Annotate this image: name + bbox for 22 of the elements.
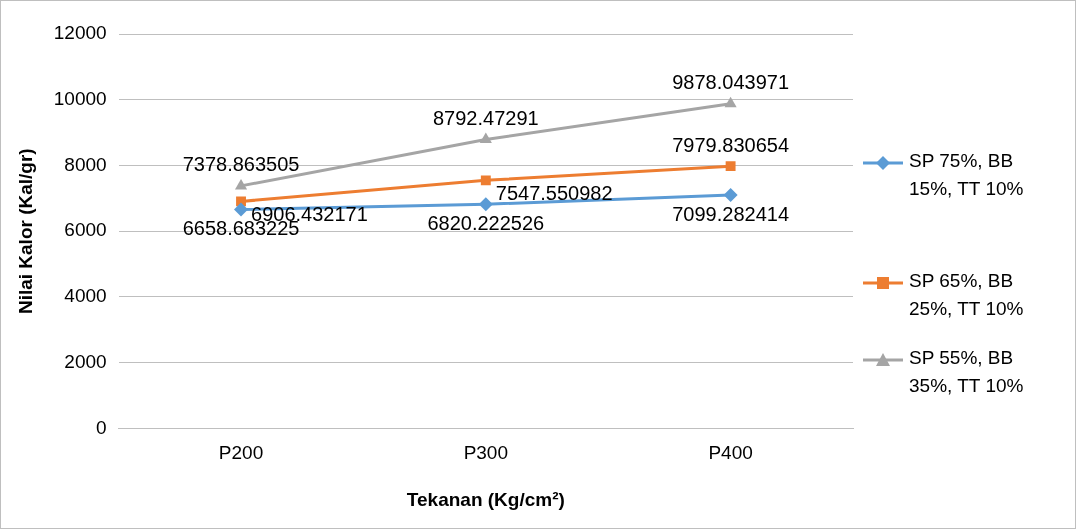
- y-tick-label: 0: [96, 416, 107, 438]
- legend-label: SP 65%, BB 25%, TT 10%: [909, 269, 1025, 321]
- data-label: 7979.830654: [672, 133, 789, 156]
- data-label: 7099.282414: [672, 202, 789, 225]
- y-tick-label: 2000: [64, 350, 107, 372]
- y-tick-label: 8000: [64, 153, 107, 175]
- y-tick-label: 10000: [53, 87, 107, 109]
- y-axis-title: Nilai Kalor (Kal/gr): [14, 148, 36, 315]
- data-label: 7378.863505: [182, 153, 300, 176]
- data-label: 8792.47291: [432, 106, 539, 129]
- y-tick-label: 6000: [64, 219, 107, 241]
- x-tick-label: P300: [463, 442, 508, 464]
- data-label: 9878.043971: [672, 71, 789, 94]
- y-tick-label: 12000: [53, 22, 107, 44]
- legend-label: SP 75%, BB 15%, TT 10%: [909, 149, 1025, 201]
- data-label: 6820.222526: [427, 211, 545, 234]
- x-axis-title: Tekanan (Kg/cm²): [406, 488, 565, 510]
- x-tick-label: P400: [708, 442, 753, 464]
- legend-label: SP 55%, BB 35%, TT 10%: [909, 346, 1025, 398]
- y-tick-label: 4000: [64, 285, 107, 307]
- data-label: 7547.550982: [495, 181, 613, 204]
- x-tick-label: P200: [218, 442, 264, 464]
